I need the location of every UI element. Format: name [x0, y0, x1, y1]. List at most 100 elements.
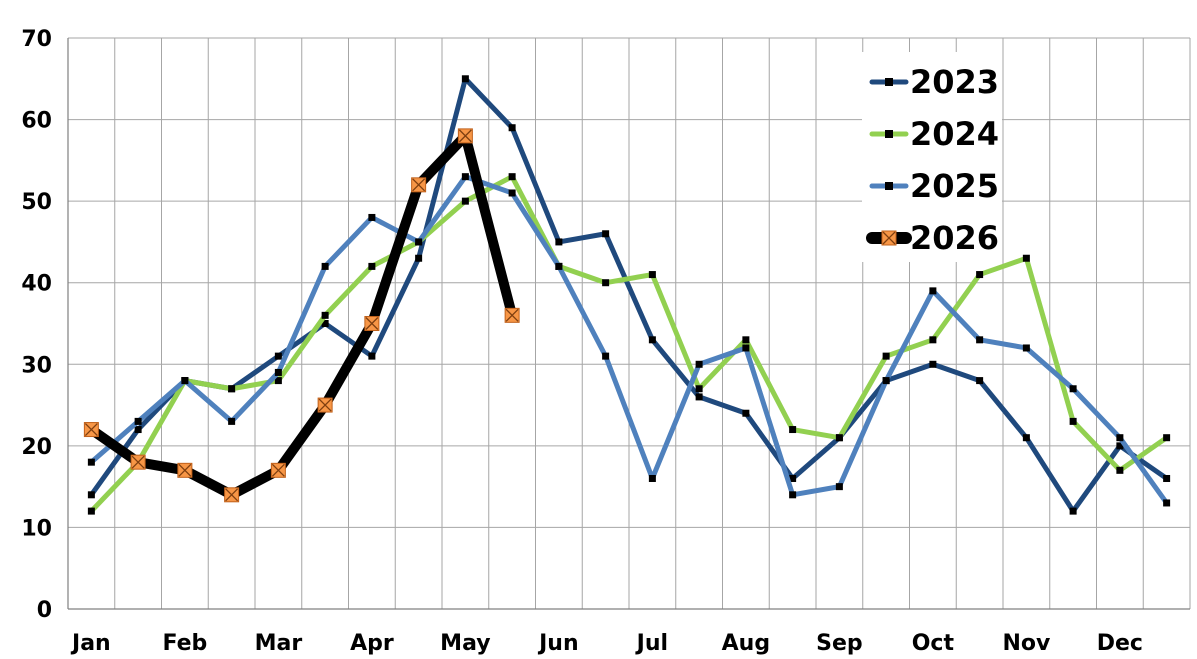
data-point-2023	[555, 238, 563, 246]
data-point-2024	[789, 426, 797, 434]
data-point-2026	[83, 422, 99, 438]
data-point-2023	[87, 491, 95, 499]
x-tick-label: Jul	[635, 631, 668, 656]
data-point-2025	[274, 368, 282, 376]
data-point-2025	[695, 360, 703, 368]
data-point-2024	[1069, 417, 1077, 425]
point-marker-cross	[271, 463, 285, 477]
legend-item-2026: 2026	[866, 219, 999, 257]
data-point-2024	[508, 173, 516, 181]
y-axis: 0 10 20 30 40 50 60 70	[21, 27, 69, 623]
y-tick-label: 60	[21, 109, 52, 134]
point-marker-cross	[365, 317, 379, 330]
data-point-2024	[976, 271, 984, 279]
data-point-2025	[1022, 344, 1030, 352]
data-point-2024	[321, 311, 329, 319]
data-point-2023	[1069, 507, 1077, 515]
data-point-2026	[224, 487, 240, 503]
series-layer	[83, 75, 1171, 515]
x-axis: Jan Feb Mar Apr May Jun Jul Aug Sep Oct Nov Dec	[68, 608, 1190, 656]
data-point-2026	[364, 316, 380, 331]
grid	[67, 37, 1191, 610]
data-point-2024	[1116, 466, 1124, 474]
data-point-2024	[368, 262, 376, 270]
data-point-2025	[602, 352, 610, 360]
x-tick-label: Mar	[255, 631, 303, 656]
legend: 2023 2024 2025 2026	[862, 52, 1002, 262]
data-point-2026	[270, 462, 286, 478]
legend-swatch-marker	[885, 130, 893, 138]
x-tick-label: Feb	[162, 631, 207, 656]
data-point-2023	[742, 409, 750, 417]
y-tick-label: 40	[21, 272, 52, 297]
data-point-2025	[929, 287, 937, 295]
y-tick-label: 10	[21, 516, 52, 541]
data-point-2024	[742, 336, 750, 344]
data-point-2025	[555, 262, 563, 270]
legend-swatch-marker	[885, 182, 893, 190]
data-point-2023	[321, 320, 329, 327]
data-point-2024	[1163, 434, 1171, 442]
x-tick-label: Dec	[1097, 631, 1143, 656]
legend-item-2024: 2024	[869, 115, 999, 153]
legend-item-2025: 2025	[869, 167, 999, 205]
legend-label: 2023	[910, 63, 999, 101]
data-point-2025	[415, 238, 423, 246]
data-point-2023	[461, 75, 469, 83]
data-point-2025	[134, 417, 142, 425]
data-point-2023	[508, 124, 516, 132]
data-point-2026	[504, 307, 520, 323]
x-tick-label: Nov	[1002, 631, 1051, 656]
point-marker-cross	[84, 423, 98, 437]
point-marker-cross	[505, 308, 519, 322]
y-tick-label: 30	[21, 353, 52, 378]
data-point-2024	[835, 434, 843, 442]
x-tick-label: Jun	[537, 631, 579, 656]
data-point-2026	[457, 128, 473, 144]
data-point-2026	[177, 462, 193, 478]
point-marker-cross	[131, 455, 145, 469]
data-point-2023	[929, 360, 937, 368]
point-marker-cross	[178, 463, 192, 477]
data-point-2025	[508, 189, 516, 197]
data-point-2025	[1069, 385, 1077, 393]
data-point-2023	[602, 230, 610, 238]
x-tick-label: Jan	[70, 631, 111, 656]
x-tick-label: Aug	[722, 631, 770, 656]
data-point-2023	[1116, 442, 1124, 450]
data-point-2026	[317, 397, 333, 413]
data-point-2024	[87, 507, 95, 515]
data-point-2024	[1022, 254, 1030, 262]
point-marker-cross	[412, 178, 426, 192]
data-point-2024	[882, 352, 890, 360]
data-point-2023	[415, 254, 423, 262]
data-point-2025	[882, 377, 890, 385]
x-tick-label: Oct	[912, 631, 955, 656]
data-point-2023	[134, 426, 142, 434]
series-line-2023	[88, 76, 1170, 514]
point-marker-cross	[458, 129, 472, 143]
legend-item-2023: 2023	[869, 63, 999, 101]
data-point-2025	[976, 336, 984, 344]
data-point-2023	[789, 474, 797, 482]
series-2025	[87, 173, 1171, 507]
series-line-2025	[88, 174, 1170, 506]
data-point-2025	[789, 491, 797, 499]
data-point-2024	[602, 279, 610, 287]
point-marker-cross	[225, 488, 239, 502]
legend-label: 2026	[910, 219, 999, 257]
data-point-2025	[87, 458, 95, 466]
data-point-2025	[228, 417, 236, 425]
data-point-2023	[368, 352, 376, 360]
data-point-2023	[274, 352, 282, 360]
data-point-2023	[976, 377, 984, 385]
x-tick-label: Apr	[350, 631, 394, 656]
data-point-2023	[1022, 434, 1030, 442]
data-point-2025	[1116, 434, 1124, 442]
data-point-2023	[648, 336, 656, 344]
series-2023	[87, 75, 1171, 515]
legend-label: 2024	[910, 115, 999, 153]
data-point-2025	[742, 344, 750, 352]
y-tick-label: 70	[21, 27, 52, 52]
data-point-2024	[929, 336, 937, 344]
